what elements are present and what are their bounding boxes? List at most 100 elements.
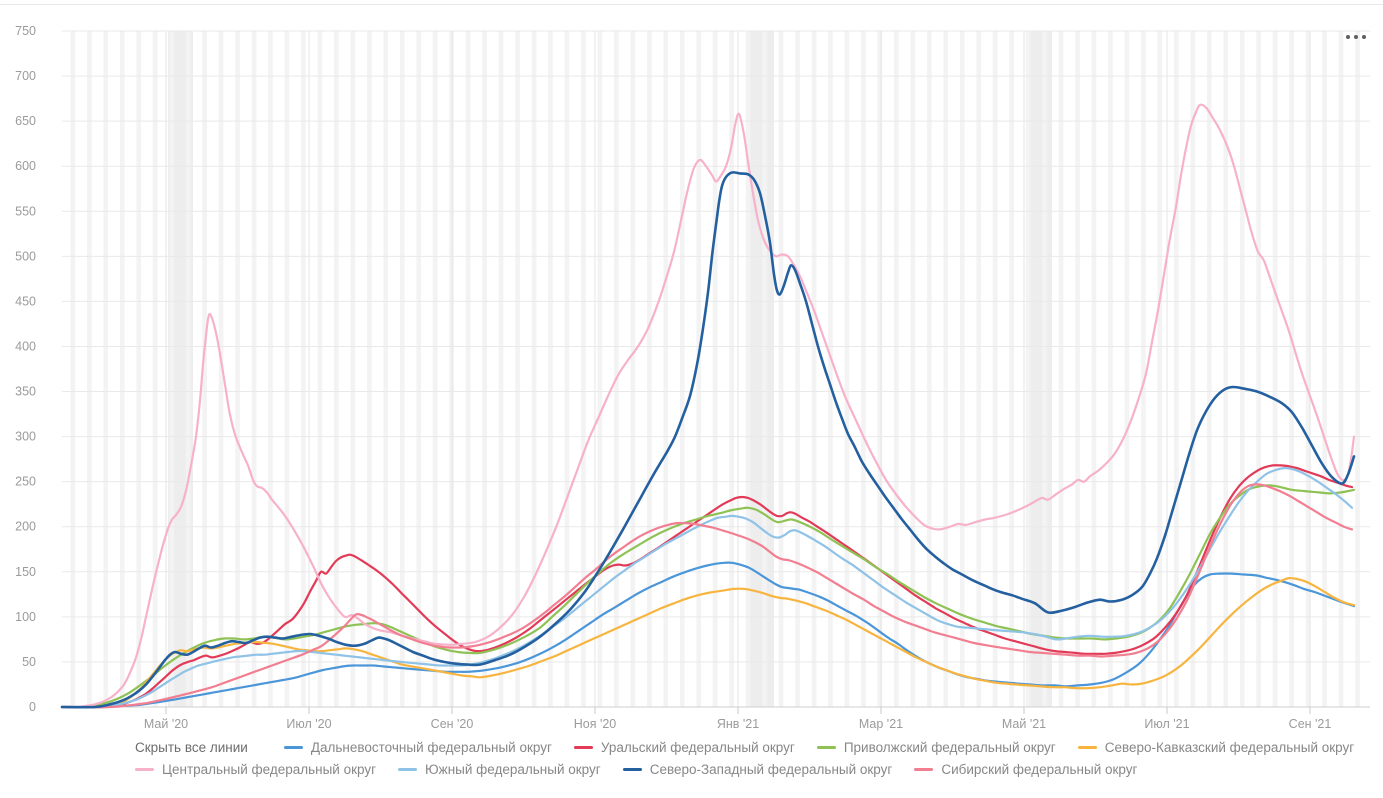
series-line-1[interactable]: [60, 561, 1356, 709]
weekend-stripe: [976, 31, 982, 707]
weekend-stripe: [498, 31, 504, 707]
x-axis-label: Мар '21: [859, 717, 903, 731]
weekend-stripe: [910, 31, 916, 707]
weekend-stripe: [679, 31, 685, 707]
weekend-stripe: [877, 31, 883, 707]
weekend-stripe: [1305, 31, 1311, 707]
weekend-stripe: [87, 31, 92, 707]
series-line-2[interactable]: [60, 464, 1354, 709]
weekend-stripe: [482, 31, 487, 707]
weekend-stripe: [1355, 31, 1360, 707]
weekend-stripe: [399, 31, 405, 707]
weekend-stripe: [1157, 31, 1163, 707]
series-line-3[interactable]: [60, 484, 1356, 709]
y-axis-label: 250: [15, 475, 36, 489]
y-axis-label: 50: [22, 655, 36, 669]
legend-item-8[interactable]: Сибирский федеральный округ: [914, 762, 1137, 777]
legend-item-6[interactable]: Южный федеральный округ: [398, 762, 601, 777]
x-axis-label: Янв '21: [717, 717, 759, 731]
weekend-stripe: [1141, 31, 1146, 707]
weekend-stripe: [712, 31, 718, 707]
weekend-stripe: [301, 31, 306, 707]
x-axis-label: Май '20: [144, 717, 188, 731]
x-axis-label: Ноя '20: [574, 717, 617, 731]
top-divider: [0, 4, 1383, 5]
weekend-stripe: [926, 31, 932, 707]
weekend-stripe: [334, 31, 339, 707]
ellipsis-icon: [1362, 35, 1366, 39]
legend-label: Дальневосточный федеральный округ: [310, 740, 552, 755]
legend-item-7[interactable]: Северо-Западный федеральный округ: [622, 762, 892, 777]
x-axis-label: Май '21: [1002, 717, 1046, 731]
weekend-stripe: [416, 31, 422, 707]
y-axis-label: 500: [15, 249, 36, 263]
weekend-stripe: [828, 31, 833, 707]
weekend-stripe: [581, 31, 586, 707]
y-axis-label: 600: [15, 159, 36, 173]
y-axis-label: 200: [15, 520, 36, 534]
weekend-stripe: [1075, 31, 1080, 707]
series-line-7[interactable]: [60, 171, 1356, 709]
y-axis-label: 750: [15, 24, 36, 38]
weekend-stripe: [564, 31, 570, 707]
weekend-stripe: [350, 31, 356, 707]
chart-menu-button[interactable]: [1346, 32, 1372, 42]
weekend-stripe: [844, 31, 850, 707]
weekend-stripe: [284, 31, 290, 707]
weekend-stripe: [861, 31, 866, 707]
weekend-stripe: [959, 31, 965, 707]
y-axis-label: 700: [15, 69, 36, 83]
legend-label: Сибирский федеральный округ: [941, 762, 1138, 777]
legend-label: Южный федеральный округ: [425, 762, 601, 777]
weekend-stripe: [1124, 31, 1130, 707]
chart-plot-area[interactable]: Май '20 Июл '20 Сен '20 Ноя '20 Янв '21 Мар '…: [0, 0, 1383, 738]
legend-item-5[interactable]: Центральный федеральный округ: [135, 762, 376, 777]
weekend-stripe: [614, 31, 619, 707]
weekend-stripe: [169, 31, 174, 707]
y-axis-label: 0: [29, 700, 36, 714]
weekend-stripe: [630, 31, 636, 707]
weekend-stripe: [119, 31, 125, 707]
weekend-stripe: [152, 31, 158, 707]
weekend-stripe: [1058, 31, 1064, 707]
weekend-stripe: [778, 31, 784, 707]
series-line-5[interactable]: [60, 103, 1356, 709]
series-line-8[interactable]: [60, 483, 1354, 709]
y-axis-label: 450: [15, 294, 36, 308]
legend-item-1[interactable]: Дальневосточный федеральный округ: [283, 740, 552, 755]
weekend-stripe: [202, 31, 207, 707]
y-axis-label: 100: [15, 610, 36, 624]
legend-item-2[interactable]: Уральский федеральный округ: [573, 740, 795, 755]
weekend-stripe: [1289, 31, 1294, 707]
weekend-stripe: [795, 31, 800, 707]
weekend-stripe: [894, 31, 899, 707]
hide-all-lines-button[interactable]: Скрыть все линии: [135, 740, 248, 755]
weekend-stripe: [317, 31, 323, 707]
weekend-stripe: [103, 31, 109, 707]
legend-label: Центральный федеральный округ: [162, 762, 377, 777]
weekend-stripe: [992, 31, 998, 707]
weekend-stripe: [1174, 31, 1179, 707]
chart-legend: Скрыть все линии Дальневосточный федерал…: [135, 740, 1375, 777]
legend-swatch: [914, 768, 934, 771]
legend-swatch: [573, 746, 593, 749]
x-axis-label: Сен '21: [1289, 717, 1332, 731]
legend-swatch: [283, 746, 303, 749]
legend-item-4[interactable]: Северо-Кавказский федеральный округ: [1077, 740, 1355, 755]
weekend-stripe: [1025, 31, 1031, 707]
legend-label: Северо-Кавказский федеральный округ: [1104, 740, 1355, 755]
weekend-stripe: [70, 31, 76, 707]
weekend-stripe: [762, 31, 767, 707]
legend-swatch: [622, 768, 642, 771]
weekend-stripe: [729, 31, 734, 707]
y-axis-label: 400: [15, 339, 36, 353]
weekend-stripe: [1338, 31, 1344, 707]
legend-swatch: [398, 768, 418, 771]
holiday-band: [1027, 31, 1052, 707]
weekend-stripe: [597, 31, 603, 707]
legend-item-3[interactable]: Приволжский федеральный округ: [816, 740, 1056, 755]
y-axis-label: 650: [15, 114, 36, 128]
weekend-stripe: [251, 31, 257, 707]
series-line-6[interactable]: [60, 466, 1354, 709]
